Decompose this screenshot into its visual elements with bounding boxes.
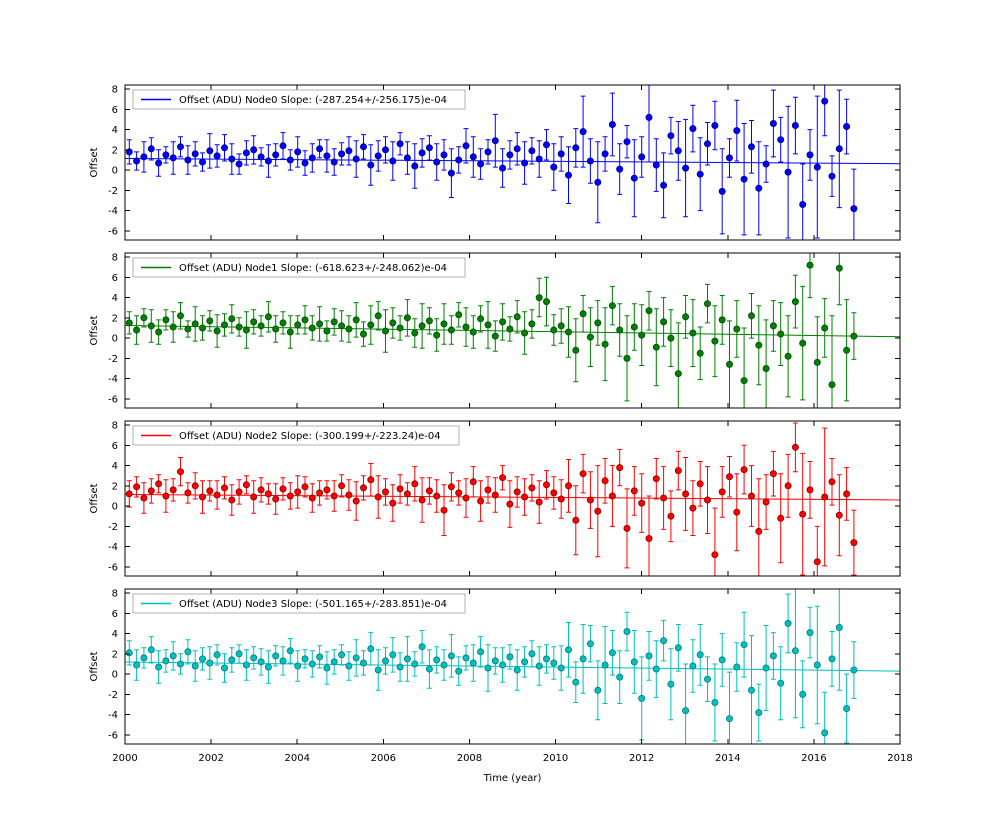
y-tick-label: -6 [108,226,118,237]
y-tick-label: 2 [112,145,118,156]
y-tick-label: -6 [108,562,118,573]
y-tick-label: -6 [108,394,118,405]
x-tick-label: 2018 [887,753,912,764]
y-tick-label: -4 [108,542,118,553]
x-tick-label: 2014 [715,753,740,764]
panel-node0: -6 -4 -2 0 2 4 6 8 Offset Offset (ADU) Node0 Slop… [89,84,901,241]
y-tick-label: 6 [112,273,118,284]
y-tick-label: -2 [108,690,118,701]
legend-label: Offset (ADU) Node1 Slope: (-618.623+/-24… [179,263,447,274]
y-tick-label: 8 [112,421,118,432]
y-tick-label: 2 [112,481,118,492]
y-tick-label: 4 [112,293,118,304]
panel-node2: -6 -4 -2 0 2 4 6 8 Offset Offset (ADU) Node2 Slop… [89,420,901,577]
axes-frame [124,588,901,745]
legend-box [132,89,466,110]
y-tick-label: 8 [112,85,118,96]
y-tick-label: 0 [112,166,118,177]
x-tick-label: 2000 [112,753,137,764]
y-tick-label: -4 [108,710,118,721]
legend: Offset (ADU) Node1 Slope: (-618.623+/-24… [132,257,466,278]
legend-box [132,257,466,278]
legend: Offset (ADU) Node0 Slope: (-287.254+/-25… [132,89,466,110]
legend-label: Offset (ADU) Node3 Slope: (-501.165+/-28… [179,599,447,610]
axes-frame [124,420,901,577]
y-axis-label: Offset [89,147,100,177]
panel-node3: -6 -4 -2 0 2 4 6 8 2000 2002 2004 2006 2008 2010 2012 2… [89,588,913,764]
fit-line [125,493,900,501]
y-tick-label: 0 [112,334,118,345]
legend: Offset (ADU) Node2 Slope: (-300.199+/-22… [132,425,460,446]
legend-label: Offset (ADU) Node2 Slope: (-300.199+/-22… [179,431,441,442]
y-tick-label: 8 [112,253,118,264]
y-tick-label: 4 [112,125,118,136]
data-points [125,443,858,566]
error-bars [126,422,857,576]
y-tick-label: 0 [112,502,118,513]
x-tick-label: 2016 [801,753,826,764]
axes-frame [124,252,901,409]
x-tick-label: 2006 [371,753,396,764]
legend-box [132,593,466,614]
data-points [125,97,858,213]
y-tick-label: 6 [112,441,118,452]
y-tick-label: -4 [108,374,118,385]
y-tick-label: -2 [108,354,118,365]
data-points [125,619,858,737]
legend: Offset (ADU) Node3 Slope: (-501.165+/-28… [132,593,466,614]
y-tick-label: -2 [108,186,118,197]
x-tick-label: 2002 [198,753,223,764]
y-tick-label: 2 [112,649,118,660]
panel-node1: -6 -4 -2 0 2 4 6 8 Offset Offset (ADU) Node1 Slop… [89,252,901,409]
x-tick-label: 2012 [629,753,654,764]
y-tick-label: 8 [112,589,118,600]
y-tick-label: 6 [112,609,118,620]
legend-box [132,425,460,446]
legend-label: Offset (ADU) Node0 Slope: (-287.254+/-25… [179,95,447,106]
y-tick-label: -4 [108,206,118,217]
y-tick-label: 6 [112,105,118,116]
x-tick-label: 2010 [543,753,568,764]
y-axis-label: Offset [89,483,100,513]
y-tick-label: 4 [112,629,118,640]
y-tick-label: -6 [108,730,118,741]
y-tick-label: 2 [112,313,118,324]
data-points [125,261,858,389]
y-tick-label: 0 [112,670,118,681]
y-axis-label: Offset [89,651,100,681]
y-axis-label: Offset [89,315,100,345]
axes-frame [124,84,901,241]
x-tick-label: 2004 [284,753,309,764]
x-tick-label: 2008 [457,753,482,764]
x-axis-label: Time (year) [483,773,542,784]
y-tick-label: 4 [112,461,118,472]
y-tick-label: -2 [108,522,118,533]
